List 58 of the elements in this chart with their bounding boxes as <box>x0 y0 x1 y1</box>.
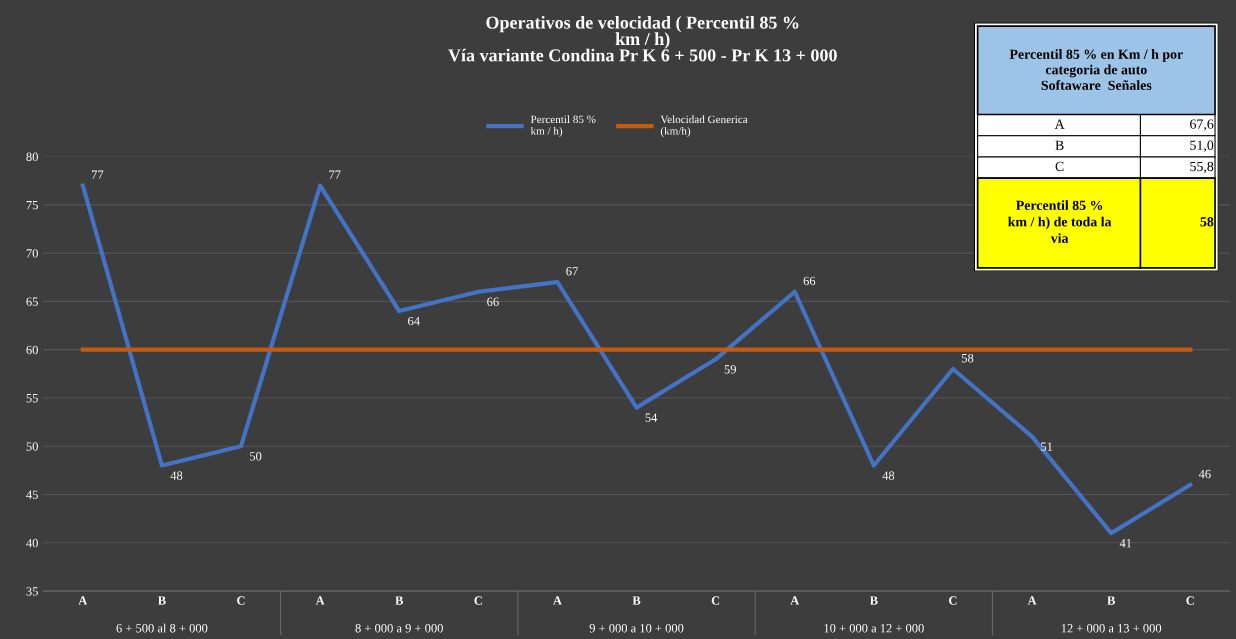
data-label: 59 <box>724 365 736 374</box>
text: Percentil 85 % en Km / h por categoria de auto Softaware Señales <box>1009 49 1183 90</box>
x-tick-label: B <box>632 596 641 605</box>
x-tick-label: C <box>237 596 245 605</box>
data-label: 77 <box>329 170 341 179</box>
y-tick-label: 65 <box>26 297 38 306</box>
y-tick-label: 70 <box>26 249 38 258</box>
x-tick-label: B <box>869 596 878 605</box>
text: 9 + 000 a 10 + 000 <box>589 624 684 633</box>
x-tick-label: C <box>949 596 957 605</box>
data-label: 51 <box>1041 442 1053 451</box>
text: 10 + 000 a 12 + 000 <box>824 624 924 633</box>
y-tick-label: 75 <box>26 200 38 210</box>
data-label: 58 <box>962 353 974 363</box>
text: 51,0 <box>1190 140 1214 152</box>
y-tick-label: 80 <box>26 152 38 162</box>
x-tick-label: A <box>315 596 325 605</box>
data-label: 77 <box>91 170 104 179</box>
text: B <box>1055 140 1064 150</box>
x-tick-label: B <box>157 596 166 605</box>
annotation: 58 <box>1200 217 1214 227</box>
data-label: 50 <box>250 452 262 461</box>
legend-label: Percentil 85 % km / h) <box>530 115 596 137</box>
y-tick-label: 45 <box>26 490 38 499</box>
annotation: 55,8 <box>1190 161 1214 174</box>
legend-label: Velocidad Generica (km/h) <box>660 115 748 137</box>
chart-title: Operativos de velocidad ( Percentil 85 % km / h) Vía variante Condina Pr K 6 + 500 - Pr K 13 + 000 <box>448 15 837 62</box>
x-tick-label: A <box>790 596 800 605</box>
data-label: 48 <box>170 471 183 480</box>
data-label: 54 <box>645 413 658 422</box>
x-tick-label: C <box>711 596 720 605</box>
y-tick-label: 35 <box>26 587 38 596</box>
text: 12 + 000 a 13 + 000 <box>1061 624 1162 633</box>
data-label: 67 <box>566 267 578 276</box>
x-tick-label: B <box>395 596 404 605</box>
annotation: C <box>1055 161 1064 172</box>
data-label: 46 <box>1198 469 1211 479</box>
y-tick-label: 60 <box>26 345 38 355</box>
x-tick-label: A <box>78 596 88 605</box>
text: 67,6 <box>1190 119 1214 131</box>
x-tick-label: C <box>1186 596 1194 605</box>
x-tick-label: C <box>474 596 482 605</box>
x-tick-label: B <box>1107 596 1115 605</box>
data-label: 41 <box>1119 539 1132 548</box>
text: A <box>1054 119 1065 129</box>
annotation: Percentil 85 % km / h) de toda la via <box>1008 200 1112 243</box>
data-label: 66 <box>487 297 499 306</box>
x-tick-label: A <box>553 596 562 605</box>
y-tick-label: 40 <box>26 538 38 548</box>
y-tick-label: 50 <box>26 442 38 451</box>
data-label: 66 <box>803 276 816 286</box>
data-label: 48 <box>882 471 895 480</box>
text: 8 + 000 a 9 + 000 <box>355 624 443 633</box>
text: 6 + 500 al 8 + 000 <box>116 623 208 633</box>
x-tick-label: A <box>1027 596 1037 605</box>
line-series <box>80 183 1193 536</box>
data-label: 64 <box>408 316 420 326</box>
y-tick-label: 55 <box>26 394 38 403</box>
